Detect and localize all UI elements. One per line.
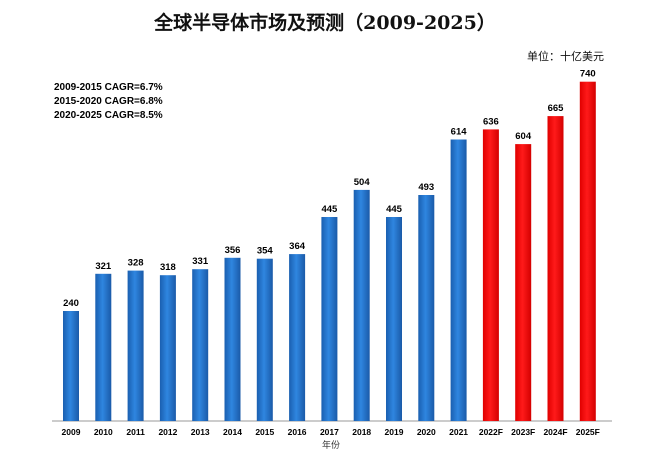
x-tick-label: 2010 <box>94 427 113 437</box>
bar-value-label: 445 <box>321 204 338 215</box>
x-tick-label: 2025F <box>576 427 600 437</box>
cagr-notes: 2009-2015 CAGR=6.7% 2015-2020 CAGR=6.8% … <box>54 81 163 123</box>
x-tick-label: 2019 <box>385 427 404 437</box>
bar-value-label: 604 <box>515 131 532 142</box>
bar-2009 <box>63 311 79 421</box>
x-tick-label: 2016 <box>288 427 307 437</box>
bar-value-label: 445 <box>386 204 403 215</box>
x-tick-label: 2024F <box>543 427 567 437</box>
x-tick-label: 2013 <box>191 427 210 437</box>
bar-2022F <box>482 129 499 421</box>
bar-2010 <box>95 273 112 421</box>
chart-title: 全球半导体市场及预测（2009-2025） <box>154 12 496 34</box>
bar-2017 <box>321 217 338 421</box>
bar-2024F <box>547 116 564 421</box>
bar-value-label: 740 <box>580 69 596 80</box>
bar-value-label: 493 <box>418 182 434 193</box>
bar-2015 <box>256 258 273 421</box>
bar-2013 <box>192 269 209 421</box>
bar-2018 <box>353 189 370 421</box>
x-tick-label: 2020 <box>417 427 436 437</box>
bar-value-label: 636 <box>483 116 499 127</box>
bars-group: 240 2009 321 2010 328 2011 318 2012 331 2013 356 20… <box>62 69 600 437</box>
bar-2023F <box>515 144 532 421</box>
bar-value-label: 354 <box>257 246 274 257</box>
x-tick-label: 2023F <box>511 427 535 437</box>
x-tick-label: 2011 <box>126 427 145 437</box>
bar-2014 <box>224 257 241 421</box>
x-axis-title: 年份 <box>322 439 340 451</box>
x-tick-label: 2018 <box>352 427 371 437</box>
unit-label: 单位：十亿美元 <box>527 50 604 63</box>
x-tick-label: 2014 <box>223 427 242 437</box>
x-tick-label: 2017 <box>320 427 339 437</box>
bar-2016 <box>289 254 306 421</box>
cagr-note: 2015-2020 CAGR=6.8% <box>54 96 163 107</box>
x-tick-label: 2022F <box>479 427 503 437</box>
bar-2025F <box>579 81 596 421</box>
x-tick-label: 2012 <box>158 427 177 437</box>
bar-2019 <box>386 217 402 421</box>
bar-2011 <box>127 270 144 421</box>
cagr-note: 2020-2025 CAGR=8.5% <box>54 110 163 121</box>
x-tick-label: 2021 <box>449 427 468 437</box>
bar-value-label: 665 <box>548 103 565 114</box>
bar-value-label: 614 <box>451 127 468 138</box>
bar-value-label: 356 <box>225 245 241 256</box>
bar-value-label: 240 <box>63 298 79 309</box>
bar-value-label: 331 <box>192 256 209 267</box>
bar-value-label: 318 <box>160 262 176 273</box>
bar-value-label: 504 <box>354 177 371 188</box>
bar-value-label: 321 <box>95 261 112 272</box>
bar-2021 <box>450 139 467 421</box>
x-tick-label: 2009 <box>62 427 81 437</box>
bar-2020 <box>418 195 435 421</box>
cagr-note: 2009-2015 CAGR=6.7% <box>54 82 163 93</box>
bar-value-label: 328 <box>128 258 144 269</box>
bar-value-label: 364 <box>289 241 306 252</box>
bar-2012 <box>159 275 176 421</box>
x-tick-label: 2015 <box>255 427 274 437</box>
